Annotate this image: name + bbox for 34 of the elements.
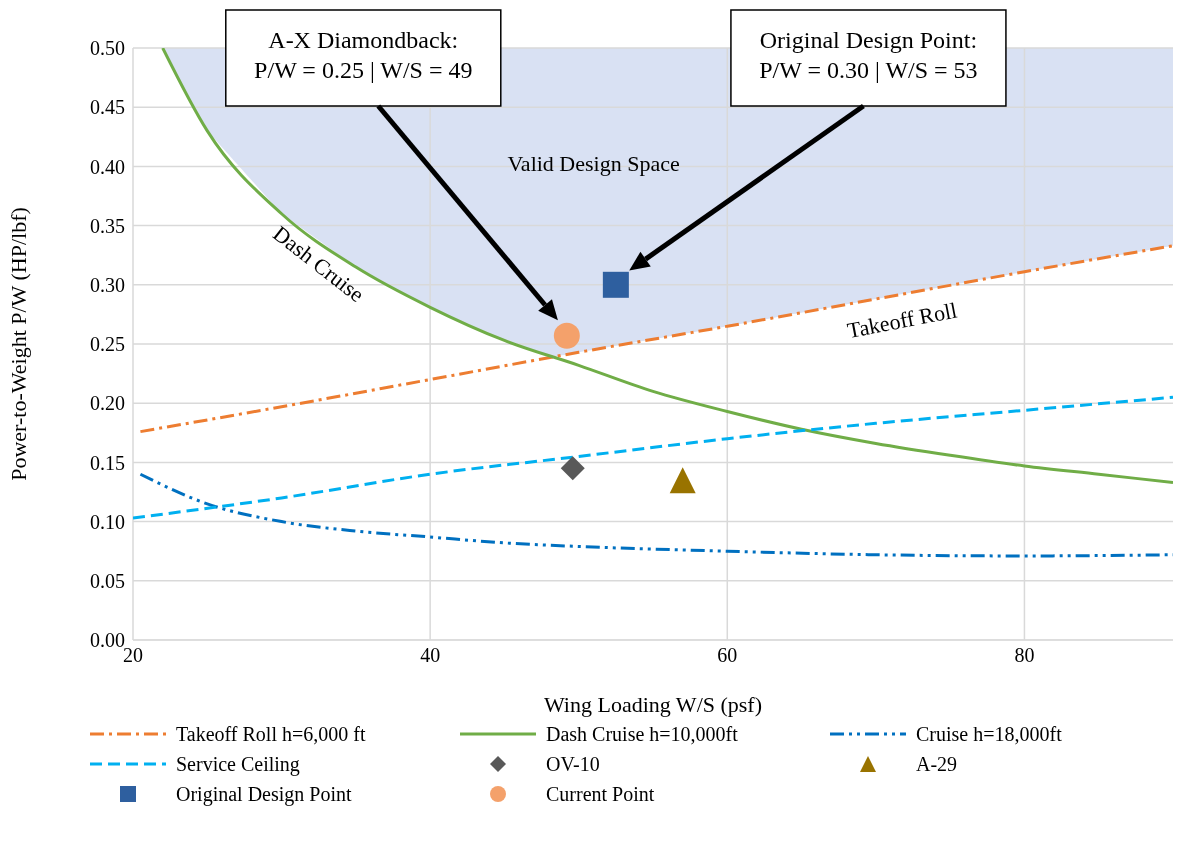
annotation: Original Design Point: P/W = 0.30 | W/S = 53	[759, 27, 978, 83]
annotation: Takeoff Roll	[845, 297, 960, 344]
x-axis-title: Wing Loading W/S (psf)	[543, 692, 763, 717]
point	[560, 456, 585, 481]
point	[553, 322, 580, 349]
legend-label: OV-10	[546, 752, 600, 776]
y-tick-label: 0.10	[90, 510, 125, 533]
y-tick-label: 0.25	[90, 333, 125, 356]
y-tick-label: 0.20	[90, 392, 125, 415]
y-tick-label: 0.05	[90, 569, 125, 592]
y-tick-label: 0.00	[90, 629, 125, 652]
y-tick-label: 0.30	[90, 273, 125, 296]
point	[602, 271, 629, 298]
y-tick-label: 0.40	[90, 155, 125, 178]
x-tick-label: 60	[717, 644, 738, 667]
legend-label: Service Ceiling	[176, 752, 300, 776]
y-tick-label: 0.45	[90, 96, 125, 119]
y-tick-label: 0.15	[90, 451, 125, 474]
legend-label: A-29	[916, 752, 958, 776]
annotation: Valid Design Space	[507, 151, 680, 177]
x-tick-label: 40	[420, 644, 441, 667]
point	[669, 467, 696, 494]
x-tick-label: 20	[123, 644, 143, 667]
legend-label: Original Design Point	[176, 782, 352, 806]
x-tick-label: 80	[1014, 644, 1035, 667]
legend-label: Dash Cruise h=10,000ft	[546, 722, 738, 746]
annotation: A-X Diamondback: P/W = 0.25 | W/S = 49	[254, 27, 473, 83]
line-series	[133, 395, 1173, 520]
y-tick-label: 0.35	[90, 214, 125, 237]
legend-label: Cruise h=18,000ft	[916, 722, 1062, 746]
legend-label: Takeoff Roll h=6,000 ft	[176, 722, 366, 746]
legend-label: Current Point	[546, 782, 655, 806]
y-tick-label: 0.50	[90, 37, 125, 60]
y-axis-title: Power-to-Weight P/W (HP/lbf)	[5, 207, 31, 481]
